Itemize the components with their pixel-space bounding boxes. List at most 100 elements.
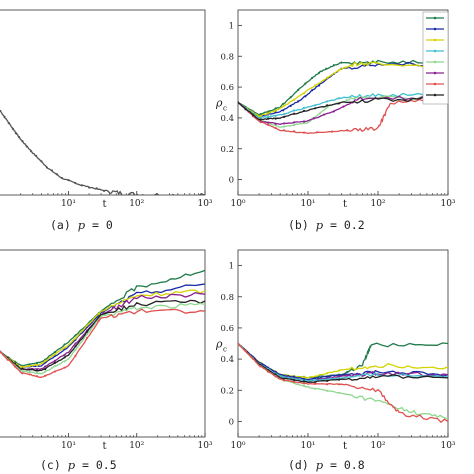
series-line-d-5 — [238, 343, 448, 383]
series-point-b-0 — [297, 88, 300, 91]
series-line-b-0 — [238, 59, 448, 116]
series-point-c-0 — [35, 361, 39, 365]
x-tick-label-a: 10³ — [197, 199, 212, 209]
series-point-b-2 — [267, 112, 270, 115]
x-tick-label-c: 10³ — [197, 441, 212, 451]
series-point-c-5 — [28, 370, 31, 374]
series-line-c-1 — [0, 283, 205, 368]
caption-d-value: = 0.8 — [330, 458, 365, 472]
series-point-d-5 — [274, 373, 277, 376]
series-point-c-2 — [86, 324, 89, 327]
series-point-b-7 — [238, 101, 240, 104]
series-line-c-0 — [0, 269, 205, 367]
series-point-c-6 — [74, 354, 77, 357]
series-point-b-6 — [292, 130, 296, 133]
y-tick-label-d: 0.2 — [220, 386, 234, 396]
panel-b: 10⁰ 10¹ 10² 10³ t 0 0.2 0.4 0.6 0.8 1 ρ c — [215, 9, 456, 210]
y-axis-label-sub-b: c — [223, 105, 227, 113]
series-point-c-2 — [97, 312, 100, 316]
legend-marker-4 — [433, 60, 437, 64]
series-point-b-2 — [274, 109, 277, 112]
series-point-d-1 — [302, 375, 306, 379]
series-point-d-5 — [302, 380, 306, 383]
series-point-b-3 — [302, 106, 306, 109]
series-point-b-7 — [274, 117, 277, 120]
series-point-b-3 — [283, 112, 286, 116]
series-point-d-2 — [325, 375, 329, 378]
series-point-a-0 — [11, 127, 14, 130]
series-point-b-6 — [302, 131, 306, 134]
series-point-b-3 — [292, 109, 296, 112]
y-tick-label-d: 0.8 — [220, 293, 234, 303]
series-point-b-1 — [274, 111, 277, 114]
series-point-b-0 — [267, 110, 270, 113]
series-point-b-2 — [292, 98, 296, 101]
series-point-d-7 — [267, 370, 270, 373]
series-point-b-7 — [283, 115, 286, 118]
series-point-c-5 — [21, 369, 24, 372]
series-point-b-2 — [302, 92, 306, 95]
series-point-c-6 — [13, 365, 17, 368]
x-tick-label-b: 10² — [370, 199, 385, 209]
series-point-c-5 — [74, 348, 77, 351]
series-point-c-0 — [28, 363, 31, 366]
series-point-d-7 — [259, 365, 262, 368]
caption-b-value: = 0.2 — [330, 218, 365, 232]
series-point-c-6 — [86, 336, 89, 340]
series-point-c-2 — [35, 364, 39, 367]
series-point-b-0 — [304, 82, 307, 85]
series-point-d-1 — [314, 375, 317, 378]
legend-marker-3 — [433, 49, 437, 53]
series-point-d-5 — [337, 378, 341, 381]
series-point-d-5 — [283, 377, 286, 380]
series-point-d-5 — [292, 378, 296, 382]
axes-box-a — [0, 9, 206, 196]
series-point-a-0 — [102, 189, 106, 192]
series-point-b-0 — [274, 107, 277, 110]
series-point-b-2 — [344, 66, 347, 69]
caption-b-p: p — [315, 218, 324, 232]
series-line-d-2 — [238, 343, 448, 381]
legend-box — [422, 11, 449, 105]
series-point-b-5 — [342, 105, 345, 108]
caption-c-prefix: (c) — [40, 458, 61, 472]
series-point-b-6 — [259, 121, 262, 124]
series-point-c-0 — [63, 343, 66, 346]
series-point-b-7 — [325, 104, 329, 107]
series-line-c-4 — [0, 299, 205, 372]
series-point-c-6 — [0, 350, 2, 354]
series-point-c-6 — [44, 374, 47, 377]
series-point-c-6 — [21, 372, 24, 375]
series-line-c-2 — [0, 289, 205, 368]
series-point-c-3 — [53, 359, 57, 362]
series-point-d-7 — [337, 383, 341, 386]
series-point-c-2 — [28, 364, 31, 368]
x-tick-label-d: 10² — [370, 441, 385, 451]
y-tick-label-b: 1 — [229, 21, 234, 31]
y-tick-label-d: 0.6 — [220, 324, 234, 334]
axes-box-c — [0, 249, 206, 438]
series-point-b-3 — [337, 97, 341, 100]
series-point-a-0 — [45, 166, 48, 169]
series-line-c-3 — [0, 292, 205, 371]
series-point-b-1 — [297, 100, 300, 103]
series-point-a-0 — [88, 186, 91, 189]
series-point-d-7 — [325, 383, 329, 386]
series-point-a-0 — [74, 181, 77, 185]
x-tick-label-b: 10⁰ — [230, 199, 245, 209]
x-tick-label-b: 10¹ — [300, 199, 315, 209]
x-tick-label-a: 10² — [129, 199, 144, 209]
legend-marker-7 — [433, 93, 437, 97]
series-point-b-4 — [345, 99, 349, 102]
x-tick-label-d: 10⁰ — [230, 441, 245, 451]
series-point-c-4 — [35, 369, 39, 372]
series-point-c-4 — [53, 361, 57, 364]
series-point-b-1 — [304, 95, 307, 98]
series-point-c-4 — [21, 367, 24, 370]
x-tick-label-d: 10¹ — [300, 441, 315, 451]
series-point-d-1 — [337, 369, 341, 372]
series-point-b-0 — [311, 76, 314, 80]
series-point-b-6 — [330, 130, 334, 133]
y-tick-label-b: 0.8 — [220, 52, 234, 62]
series-point-a-0 — [60, 176, 63, 180]
